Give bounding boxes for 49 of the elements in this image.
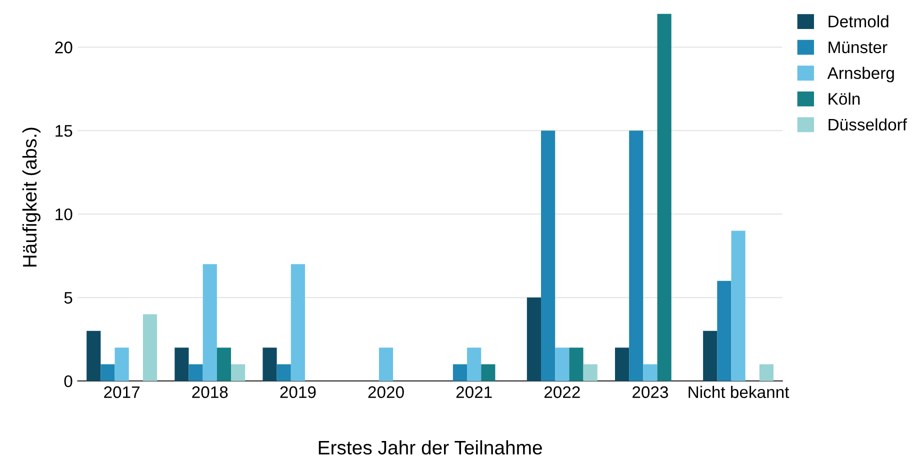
bar xyxy=(481,364,496,381)
bar xyxy=(276,364,291,381)
x-tick-label: 2022 xyxy=(544,386,580,398)
bar xyxy=(290,264,305,381)
bar xyxy=(114,348,129,381)
bar xyxy=(100,364,115,381)
legend-label: Münster xyxy=(828,42,888,54)
x-tick-label: 2020 xyxy=(368,386,404,398)
x-tick-label: 2023 xyxy=(632,386,668,398)
legend-label: Düsseldorf xyxy=(828,118,908,131)
legend-label: Köln xyxy=(828,92,860,105)
bar xyxy=(555,348,570,381)
bar xyxy=(526,298,542,381)
bar xyxy=(629,130,644,381)
bar xyxy=(541,130,556,381)
bar xyxy=(759,364,774,381)
y-tick-label: 15 xyxy=(56,125,72,137)
bar xyxy=(657,14,672,381)
bar xyxy=(202,264,217,381)
bar xyxy=(262,348,277,381)
y-tick-label: 5 xyxy=(64,292,72,304)
bar xyxy=(142,314,158,381)
bar xyxy=(643,364,658,381)
bar xyxy=(216,348,232,381)
legend-label: Detmold xyxy=(828,15,888,28)
y-axis-title: Häufigkeit (abs.) xyxy=(22,128,40,267)
bar xyxy=(703,330,718,381)
bar xyxy=(188,364,203,381)
bar xyxy=(174,348,189,381)
bar xyxy=(717,280,732,381)
bar xyxy=(614,348,630,381)
bar xyxy=(378,348,394,381)
bar xyxy=(467,348,482,381)
bar xyxy=(731,230,746,381)
y-tick-label: 10 xyxy=(56,208,72,220)
y-tick-label: 0 xyxy=(64,375,72,388)
y-tick-label: 20 xyxy=(55,42,72,54)
bar xyxy=(452,364,468,381)
bar xyxy=(231,364,246,381)
bar xyxy=(569,348,584,381)
legend-label: Arnsberg xyxy=(827,66,894,82)
x-tick-label: 2019 xyxy=(280,386,316,398)
x-axis-title: Erstes Jahr der Teilnahme xyxy=(318,440,542,455)
x-tick-label: 2021 xyxy=(456,386,492,398)
bar xyxy=(86,330,101,381)
x-tick-label: Nicht bekannt xyxy=(688,386,790,398)
bar xyxy=(583,364,598,381)
x-tick-label: 2018 xyxy=(192,386,228,398)
x-tick-label: 2017 xyxy=(104,386,140,398)
